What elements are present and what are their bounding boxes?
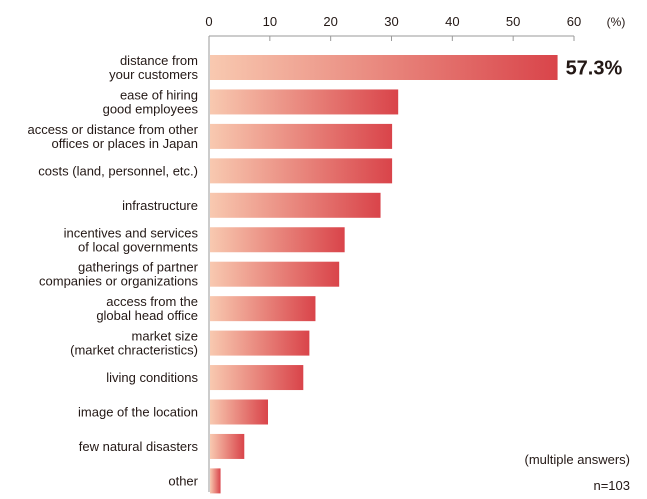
bar-4 — [210, 192, 381, 218]
x-tick-label-60: 60 — [567, 14, 581, 29]
category-label-12: other — [168, 473, 198, 488]
x-tick-label-10: 10 — [263, 14, 277, 29]
category-label-3: costs (land, personnel, etc.) — [38, 163, 198, 178]
category-label-9: living conditions — [106, 370, 198, 385]
value-label-0: 57.3% — [566, 58, 623, 80]
multiple-answers-note: (multiple answers) — [524, 452, 630, 467]
category-label-6: gatherings of partner companies or organi… — [39, 260, 199, 289]
category-label-2: access or distance from other offices or … — [27, 122, 198, 151]
category-label-11: few natural disasters — [79, 439, 199, 454]
category-label-0: distance from your customers — [109, 53, 198, 82]
x-tick-label-30: 30 — [384, 14, 398, 29]
bar-3 — [210, 158, 393, 184]
bar-6 — [210, 261, 340, 287]
category-label-1: ease of hiring good employees — [103, 87, 199, 116]
bar-5 — [210, 227, 345, 253]
category-label-10: image of the location — [78, 405, 198, 420]
bar-11 — [210, 433, 245, 459]
bar-10 — [210, 399, 269, 425]
bar-2 — [210, 123, 393, 149]
bar-12 — [210, 468, 221, 494]
x-tick-label-0: 0 — [205, 14, 212, 29]
bar-1 — [210, 89, 399, 115]
category-label-5: incentives and services of local governme… — [64, 225, 199, 254]
category-label-8: market size (market chracteristics) — [70, 329, 198, 358]
x-tick-label-20: 20 — [323, 14, 337, 29]
bar-0 — [210, 55, 558, 80]
x-tick-label-40: 40 — [445, 14, 459, 29]
bar-7 — [210, 296, 316, 322]
bar-8 — [210, 330, 310, 356]
bar-9 — [210, 365, 304, 391]
category-label-4: infrastructure — [122, 198, 198, 213]
x-axis-unit: (%) — [607, 15, 626, 29]
x-tick-label-50: 50 — [506, 14, 520, 29]
category-label-7: access from the global head office — [96, 294, 198, 323]
sample-size-note: n=103 — [593, 478, 630, 493]
